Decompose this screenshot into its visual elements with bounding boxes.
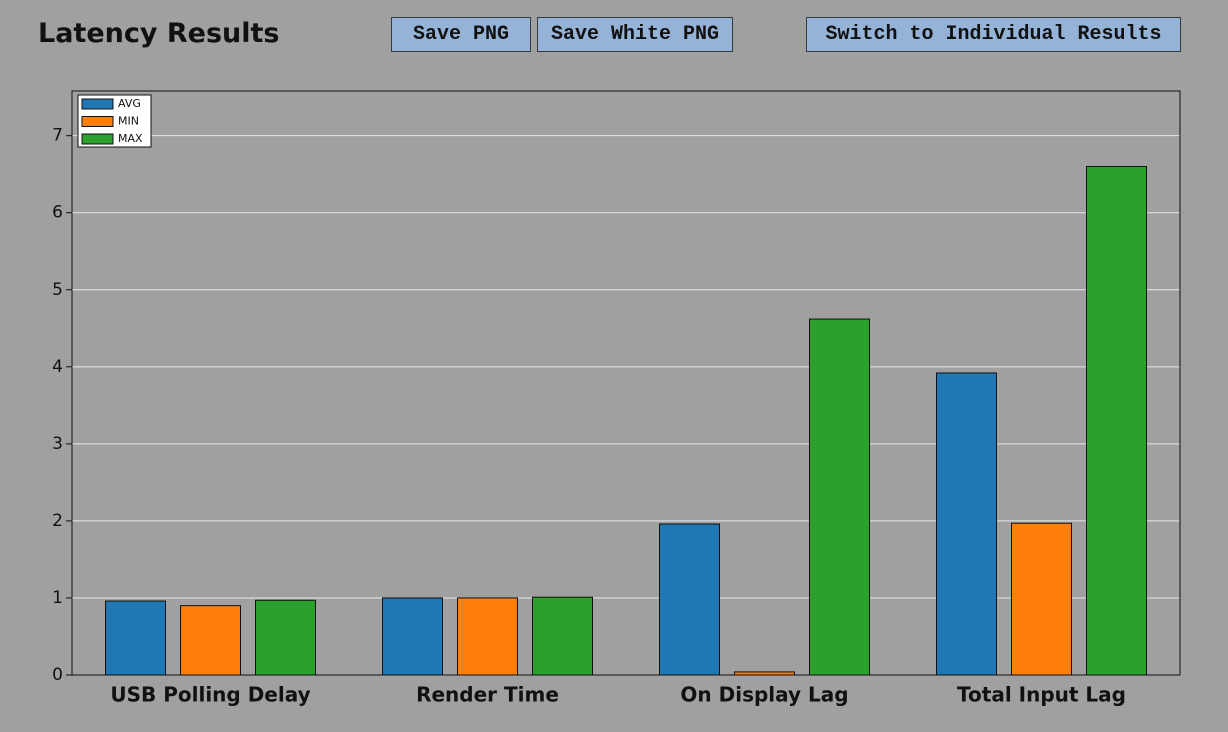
bar <box>255 599 316 676</box>
bar <box>659 523 720 676</box>
switch-results-button[interactable]: Switch to Individual Results <box>806 17 1181 52</box>
y-tick-label: 2 <box>52 511 63 531</box>
bar <box>105 600 166 676</box>
legend-swatch <box>81 133 114 145</box>
bar <box>734 671 795 676</box>
bar <box>382 597 443 676</box>
legend-label: MIN <box>118 115 139 128</box>
bar <box>809 318 870 676</box>
x-tick-label: Total Input Lag <box>957 683 1126 707</box>
bar <box>457 597 518 676</box>
x-tick-label: USB Polling Delay <box>110 683 310 707</box>
save-png-button[interactable]: Save PNG <box>391 17 531 52</box>
legend-swatch <box>81 98 114 110</box>
bar <box>532 596 593 676</box>
y-tick-label: 4 <box>52 357 63 377</box>
bar <box>1086 166 1147 676</box>
y-tick-label: 5 <box>52 280 63 300</box>
legend-label: MAX <box>118 132 143 145</box>
bar <box>936 372 997 676</box>
legend-box <box>77 94 152 148</box>
page-title: Latency Results <box>38 18 280 49</box>
y-tick-label: 3 <box>52 434 63 454</box>
y-tick-label: 0 <box>52 665 63 685</box>
x-tick-label: On Display Lag <box>680 683 848 707</box>
bar <box>180 605 241 676</box>
bar <box>1011 522 1072 676</box>
legend-label: AVG <box>118 97 141 110</box>
plot-frame <box>71 90 1181 676</box>
y-tick-label: 1 <box>52 588 63 608</box>
x-tick-label: Render Time <box>416 683 559 707</box>
y-tick-label: 7 <box>52 126 63 146</box>
y-tick-label: 6 <box>52 203 63 223</box>
legend-swatch <box>81 116 114 127</box>
save-white-png-button[interactable]: Save White PNG <box>537 17 733 52</box>
